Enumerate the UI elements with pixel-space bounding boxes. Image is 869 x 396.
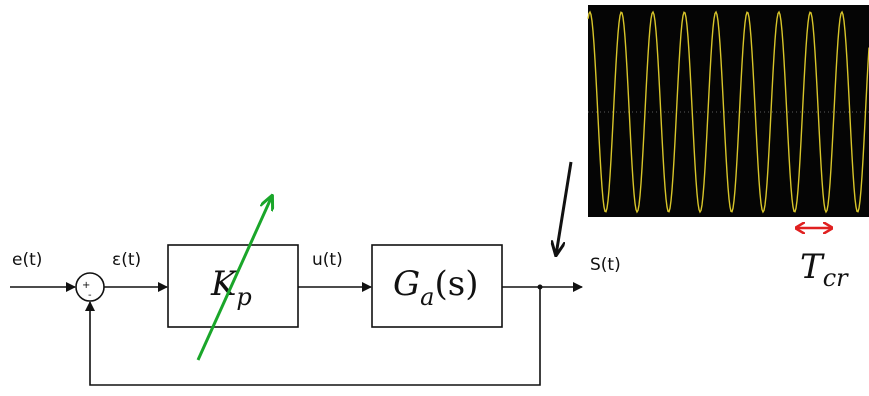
period-subscript: cr: [823, 264, 849, 292]
gain-subscript: p: [236, 283, 251, 311]
output-label: S(t): [590, 255, 621, 275]
plant-label: Ga(s): [393, 264, 478, 311]
period-label: Tcr: [800, 247, 849, 292]
minus-sign: -: [88, 290, 92, 301]
plant-subscript: a: [420, 283, 434, 311]
plant-symbol: G: [393, 264, 420, 304]
error-label: ε(t): [112, 250, 141, 270]
plant-argument: (s): [434, 264, 478, 304]
input-label: e(t): [12, 250, 42, 270]
branch-point: [538, 285, 543, 290]
oscilloscope: [588, 5, 869, 217]
period-symbol: T: [800, 247, 825, 287]
diagram: + - Kp Ga(s) e(t) ε(t) u(t) S(t) Tcr: [0, 0, 869, 396]
control-label: u(t): [312, 250, 343, 270]
pointer-arrow: [556, 162, 571, 255]
